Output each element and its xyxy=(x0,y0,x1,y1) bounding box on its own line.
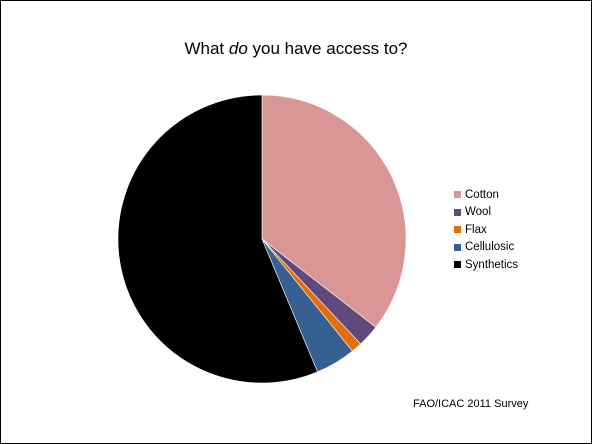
legend-label: Synthetics xyxy=(465,258,519,271)
legend-item-flax: Flax xyxy=(454,221,518,239)
legend-swatch xyxy=(454,243,461,251)
pie-slice-synthetics xyxy=(117,94,318,384)
legend-swatch xyxy=(454,208,461,216)
chart-title-before: What xyxy=(184,39,229,58)
pie-slices xyxy=(117,94,407,384)
legend-label: Cotton xyxy=(465,188,499,201)
legend-item-cellulosic: Cellulosic xyxy=(454,239,518,257)
legend-label: Flax xyxy=(465,223,487,236)
legend-swatch xyxy=(454,226,461,234)
chart-title-after: you have access to? xyxy=(247,39,408,58)
legend-label: Cellulosic xyxy=(465,241,515,254)
legend-label: Wool xyxy=(465,206,491,219)
pie-slice-cotton xyxy=(261,94,407,328)
chart-legend: Cotton Wool Flax Cellulosic Synthetics xyxy=(454,186,518,274)
chart-title-emphasis: do xyxy=(228,39,248,58)
legend-item-synthetics: Synthetics xyxy=(454,256,518,274)
chart-title: What do you have access to? xyxy=(1,39,591,59)
source-note: FAO/ICAC 2011 Survey xyxy=(413,398,529,410)
legend-item-wool: Wool xyxy=(454,204,518,222)
legend-swatch xyxy=(454,191,461,199)
legend-swatch xyxy=(454,261,461,269)
legend-item-cotton: Cotton xyxy=(454,186,518,204)
